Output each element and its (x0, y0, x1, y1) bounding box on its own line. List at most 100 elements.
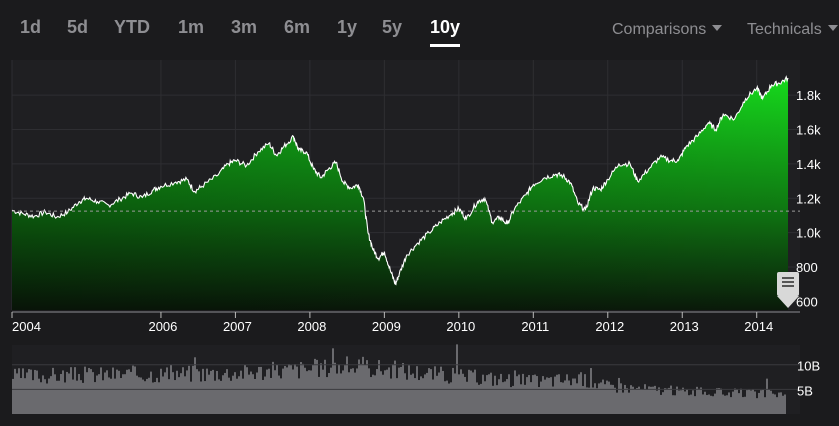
volume-bar (434, 366, 436, 414)
volume-bar (282, 368, 284, 414)
volume-bar (724, 395, 726, 414)
volume-bar (782, 395, 784, 414)
volume-bar (280, 378, 282, 414)
volume-bar (384, 370, 386, 414)
volume-bar (12, 378, 14, 414)
range-tabs: 1d 5d YTD 1m 3m 6m 1y 5y 10y (0, 0, 600, 56)
volume-bar (242, 378, 244, 414)
range-tab-1m[interactable]: 1m (178, 17, 205, 37)
range-tab-1d[interactable]: 1d (20, 17, 42, 37)
range-tab-5y[interactable]: 5y (382, 17, 403, 37)
volume-bar (746, 390, 748, 414)
volume-bar (464, 376, 466, 414)
range-tab-10y[interactable]: 10y (430, 17, 461, 47)
y-tick-label: 1.6k (796, 123, 821, 138)
volume-bar (432, 379, 434, 414)
volume-bar (168, 379, 170, 414)
volume-bar (696, 386, 698, 414)
volume-bar (212, 369, 214, 414)
volume-bar (126, 369, 128, 414)
volume-bar (520, 384, 522, 414)
volume-bar (678, 390, 680, 414)
volume-bar (108, 377, 110, 414)
technicals-menu[interactable]: Technicals (747, 21, 838, 39)
range-tab-5d[interactable]: 5d (67, 17, 89, 37)
volume-bar (656, 390, 658, 414)
range-tab-1y[interactable]: 1y (337, 17, 358, 37)
volume-bar (640, 389, 642, 414)
volume-bar (496, 385, 498, 414)
volume-bar (456, 344, 458, 414)
volume-bar (604, 384, 606, 414)
volume-bar (550, 377, 552, 414)
volume-bar (542, 376, 544, 414)
volume-bar (552, 386, 554, 414)
volume-bar (34, 369, 36, 414)
volume-bar (514, 370, 516, 414)
volume-bar (622, 392, 624, 414)
volume-bar (638, 386, 640, 414)
volume-bar (780, 392, 782, 414)
volume-chart (12, 344, 800, 414)
volume-bar (66, 371, 68, 414)
range-tab-6m[interactable]: 6m (284, 17, 311, 37)
volume-bar (540, 381, 542, 414)
volume-bar (60, 373, 62, 414)
volume-bar (320, 363, 322, 414)
volume-bar (728, 392, 730, 414)
volume-bar (492, 385, 494, 414)
volume-bar (332, 348, 334, 414)
volume-bar (180, 373, 182, 414)
volume-bar (296, 366, 298, 414)
range-tab-ytd[interactable]: YTD (114, 17, 150, 37)
volume-bar (140, 377, 142, 414)
annotation-flag-icon[interactable] (777, 272, 799, 308)
volume-bar (322, 369, 324, 414)
volume-bar (110, 378, 112, 414)
volume-bar (358, 359, 360, 414)
volume-bar (654, 385, 656, 414)
x-tick-label: 2014 (744, 319, 773, 334)
volume-bar (254, 378, 256, 414)
volume-bar (298, 378, 300, 414)
volume-bar (556, 374, 558, 414)
volume-bar (738, 393, 740, 414)
volume-bar (704, 391, 706, 414)
volume-bar (662, 392, 664, 414)
comparisons-menu[interactable]: Comparisons (612, 21, 723, 39)
volume-bar (754, 391, 756, 414)
volume-bar (452, 367, 454, 414)
volume-bar (316, 359, 318, 414)
volume-bar (660, 394, 662, 414)
volume-bar (424, 374, 426, 414)
volume-bar (488, 374, 490, 414)
volume-bar (734, 388, 736, 414)
volume-bar (460, 369, 462, 414)
volume-bar (200, 381, 202, 414)
volume-bar (272, 361, 274, 414)
volume-bar (292, 369, 294, 414)
volume-bar (262, 379, 264, 414)
volume-bar (636, 388, 638, 414)
volume-bar (14, 368, 16, 414)
volume-bar (252, 374, 254, 414)
volume-bar (16, 373, 18, 414)
volume-bar (692, 390, 694, 414)
volume-bar (606, 380, 608, 414)
volume-bar (44, 379, 46, 414)
volume-bar (428, 368, 430, 414)
volume-bar (450, 382, 452, 414)
y-tick-label: 1.4k (796, 157, 821, 172)
volume-bar (544, 379, 546, 414)
volume-bar (570, 385, 572, 414)
volume-bar (270, 377, 272, 414)
range-tab-3m[interactable]: 3m (231, 17, 258, 37)
volume-bar (144, 381, 146, 414)
volume-bar (192, 365, 194, 414)
volume-bar (614, 387, 616, 414)
y-axis: 600 800 1.0k 1.2k 1.4k 1.6k 1.8k (796, 88, 821, 309)
volume-bar (58, 380, 60, 414)
volume-bar (510, 387, 512, 414)
volume-bar (52, 367, 54, 414)
